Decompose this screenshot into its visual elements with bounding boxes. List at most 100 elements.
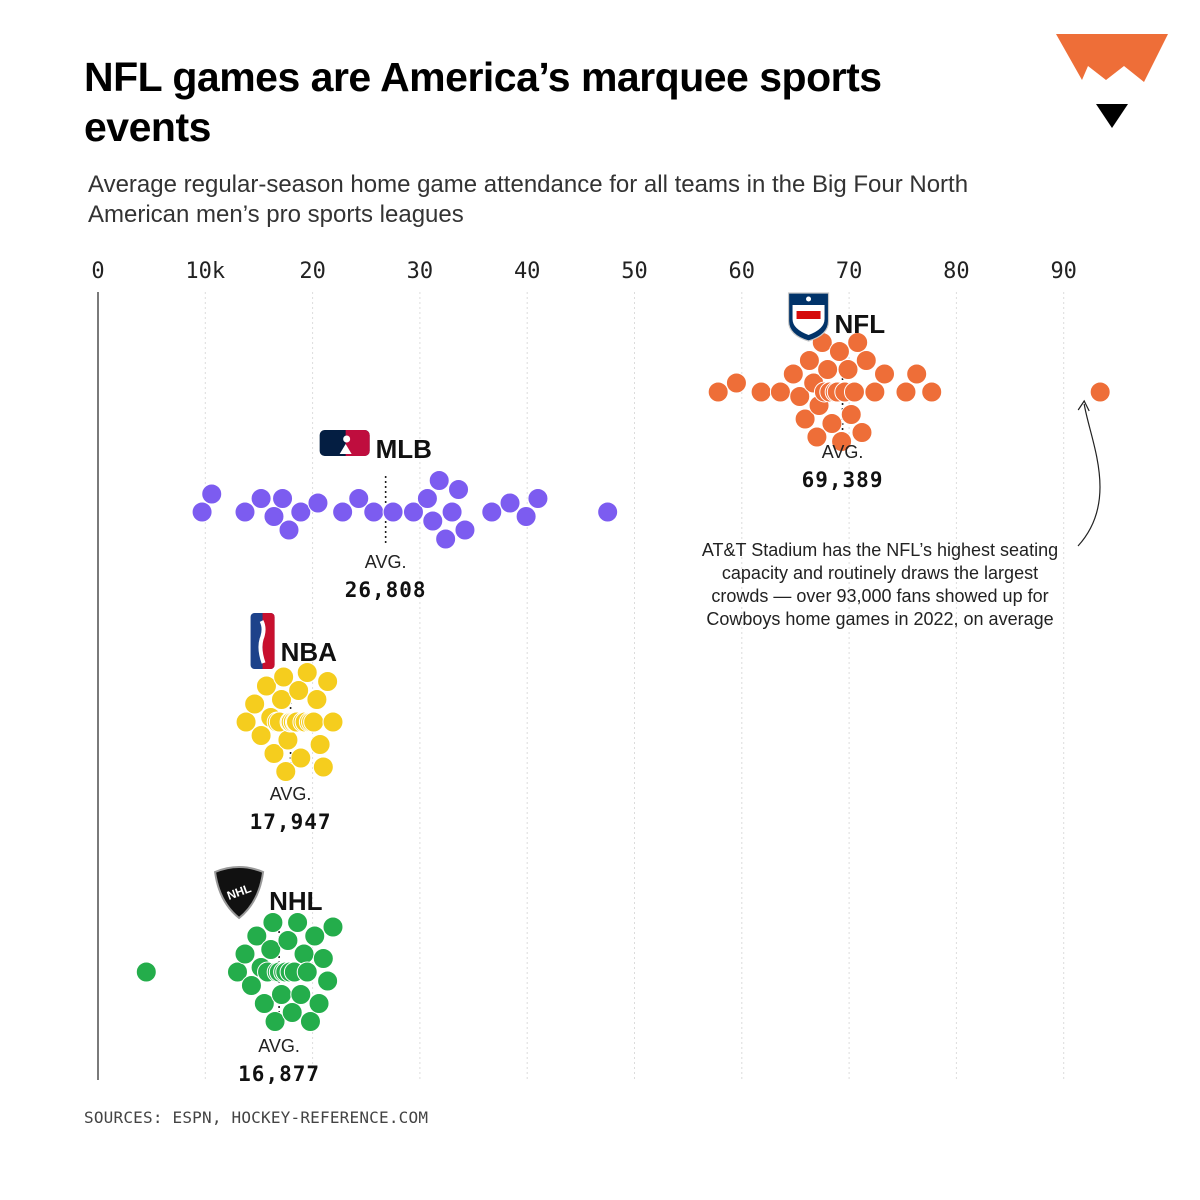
team-dot [782,363,804,385]
team-dot [312,756,334,778]
nfl-logo-icon [787,292,830,342]
team-dot [240,975,262,996]
team-dot [264,1011,286,1032]
team-dot [906,363,928,385]
team-dot [794,408,816,430]
annotation-line: Cowboys home games in 2022, on average [706,609,1053,629]
team-dot [296,662,318,683]
team-dot [851,422,873,443]
x-axis-ticks: 0 10k 20 30 40 50 60 70 80 90 [91,259,1077,284]
team-dot [191,501,213,523]
team-dot [246,925,268,947]
team-dot [317,671,339,692]
team-dot [363,501,385,523]
x-tick-label: 0 [91,259,104,284]
team-dot [290,984,312,1005]
x-tick-label: 40 [514,259,541,284]
average-value: 69,389 [802,468,884,492]
x-tick-label: 90 [1050,259,1077,284]
team-dot [201,483,223,505]
team-dot [235,711,257,733]
x-tick-label: 70 [836,259,863,284]
team-dot [441,501,463,523]
team-dot [270,689,292,710]
annotation-line: capacity and routinely draws the largest [722,563,1038,583]
team-dot [263,743,285,764]
team-dot [293,943,315,965]
team-dot [317,970,339,992]
league-group-nba: NBA AVG. 17,947 [235,613,344,834]
team-dot [253,993,275,1014]
annotation-line: crowds — over 93,000 fans showed up for [711,586,1048,606]
team-dot [422,510,444,532]
team-dot [234,943,256,965]
team-dot [921,381,943,403]
average-value: 17,947 [250,810,332,834]
team-dot [332,501,354,523]
team-dot [244,693,266,715]
team-dot [226,961,248,983]
average-value: 26,808 [345,578,427,602]
brand-logo-mark [1056,34,1168,82]
team-dot [798,350,820,371]
team-dot [864,381,886,403]
league-group-nhl: NHL NHL AVG. 16,877 [135,866,344,1086]
nhl-logo-icon: NHL [213,866,265,920]
team-dot [270,984,292,1005]
team-dot [840,404,862,425]
chart-subtitle: Average regular-season home game attenda… [88,171,969,228]
team-dot [821,413,843,434]
team-dot [306,689,328,710]
team-dot [299,1011,321,1032]
team-dot [416,488,438,509]
team-dot [831,431,853,452]
team-dot [837,359,859,380]
team-dot [278,519,300,541]
team-dot [272,488,294,509]
team-dot [874,363,896,385]
team-dot [263,506,285,527]
league-groups: NFLAVG.69,389MLBAVG.26,808NBAAVG.17,947N… [135,292,1111,1086]
team-dot [481,501,503,523]
team-dot [290,747,312,769]
team-dot [290,501,312,523]
team-dot [435,528,457,550]
team-dot [273,666,295,688]
team-dot [255,675,277,697]
average-value: 16,877 [238,1062,320,1086]
team-dot [806,426,828,448]
team-dot [828,341,850,362]
x-tick-label: 20 [299,259,326,284]
team-dot [322,916,344,938]
team-dot [750,381,772,403]
nfl-outlier-annotation: AT&T Stadium has the NFL’s highest seati… [702,399,1101,629]
average-label: AVG. [258,1036,300,1056]
team-dot [135,961,157,983]
league-name: NBA [281,637,338,667]
team-dot [262,912,284,933]
x-tick-label: 80 [943,259,970,284]
team-dot [260,939,282,960]
team-dot [847,332,869,353]
team-dot [843,381,865,403]
team-dot [895,381,917,403]
team-dot [288,680,310,701]
team-dot [307,492,329,514]
team-dot [250,725,272,746]
source-note: SOURCES: ESPN, HOCKEY-REFERENCE.COM [84,1108,429,1127]
team-dot [855,350,877,371]
league-name: NFL [835,309,886,339]
team-dot [499,492,521,514]
mlb-logo-icon [319,430,370,456]
team-dot [304,925,326,947]
brand-logo-arrow [1096,104,1128,128]
x-tick-label: 30 [407,259,434,284]
team-dot [817,359,839,380]
average-label: AVG. [822,442,864,462]
team-dot [725,372,747,394]
x-tick-label: 60 [729,259,756,284]
annotation-line: AT&T Stadium has the NFL’s highest seati… [702,540,1058,560]
team-dot [348,488,370,509]
chart-title: NFL games are America’s marquee sports e… [84,54,882,150]
